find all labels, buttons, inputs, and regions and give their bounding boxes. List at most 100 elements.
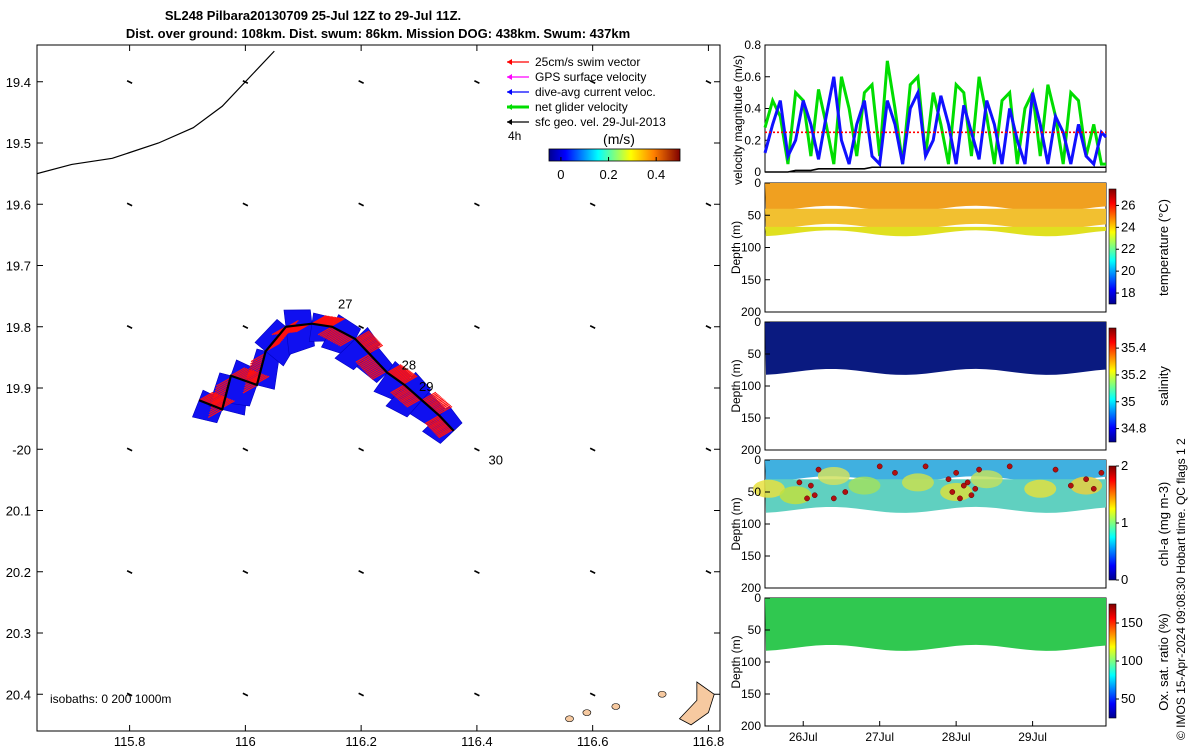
- colorbar-tick-label: 20: [1121, 263, 1135, 278]
- swim-vector: [314, 315, 330, 325]
- section-layer: [765, 208, 1106, 230]
- colorbar-tick-label: 0: [1121, 572, 1128, 587]
- surface-velocity-arrow: [126, 570, 133, 574]
- swim-vector: [330, 318, 346, 328]
- swim-vector: [317, 316, 333, 326]
- section-y-tick-label: 50: [748, 623, 762, 637]
- isobaths-label: isobaths: 0 200 1000m: [50, 692, 171, 706]
- surface-velocity-arrow: [126, 447, 133, 452]
- map-y-tick-label: 20.1: [6, 504, 31, 519]
- swim-vector: [388, 365, 403, 375]
- swim-vector: [363, 339, 378, 349]
- colorbar-tick-label: 26: [1121, 197, 1135, 212]
- surface-velocity-arrow: [358, 692, 364, 697]
- swim-vector: [232, 367, 248, 377]
- section-x-tick-label: 26Jul: [789, 730, 818, 744]
- coastline-islet: [611, 703, 621, 710]
- section-y-tick-label: 150: [741, 549, 761, 563]
- swim-vector: [403, 375, 418, 385]
- speed-colorbar: [548, 148, 681, 162]
- legend-label: net glider velocity: [535, 100, 628, 114]
- swim-vector: [397, 390, 413, 401]
- swim-vector: [203, 393, 219, 403]
- swim-vector: [321, 316, 337, 326]
- map-y-tick-label: 19.7: [6, 259, 31, 274]
- swim-vector: [198, 391, 214, 401]
- section-y-tick-label: 50: [748, 347, 762, 361]
- chl-high-spot: [1090, 485, 1097, 492]
- swim-vector: [436, 404, 452, 414]
- swim-vector: [321, 327, 336, 338]
- swim-vector: [234, 368, 249, 378]
- swim-vector: [393, 368, 408, 378]
- swim-vector: [245, 372, 261, 382]
- swim-vector: [396, 389, 412, 399]
- swim-vector: [359, 334, 374, 344]
- swim-vector: [361, 360, 377, 370]
- colorbar-tick-label: 0.2: [600, 167, 618, 182]
- surface-velocity-arrow: [126, 202, 133, 207]
- legend-arrowhead: [507, 104, 512, 110]
- section-y-tick-label: 200: [741, 305, 761, 319]
- swim-vector: [214, 382, 230, 392]
- surface-velocity-arrow: [705, 202, 712, 207]
- swim-vector: [218, 399, 234, 409]
- swim-vector: [243, 379, 259, 389]
- chl-high-spot: [1067, 482, 1074, 489]
- legend-arrowhead: [507, 74, 512, 80]
- surface-velocity-arrow: [589, 447, 596, 452]
- coastline-islet: [657, 690, 667, 698]
- isobath-line: [37, 50, 275, 175]
- map-y-tick-label: -20: [12, 442, 31, 457]
- legend-label: GPS surface velocity: [535, 70, 646, 84]
- surface-velocity-arrow: [589, 202, 596, 207]
- surface-velocity-arrow: [589, 325, 596, 329]
- swim-vector: [405, 397, 420, 407]
- chl-hotspot: [848, 476, 881, 495]
- swim-vector: [428, 418, 443, 428]
- map-x-tick-label: 116.4: [461, 734, 493, 749]
- chl-high-spot: [957, 495, 963, 502]
- swim-vector: [213, 387, 229, 397]
- chl-a-section: 0 50 100 150 200 Depth (m) 2 1 0 chl-a (mg m-3): [729, 453, 1171, 595]
- surface-velocity-arrow: [474, 692, 480, 697]
- chl-high-spot: [1006, 463, 1013, 470]
- section-y-tick-label: 0: [754, 176, 761, 190]
- legend-label: 25cm/s swim vector: [535, 55, 640, 69]
- swim-vector: [371, 370, 387, 380]
- surface-velocity-arrow: [474, 202, 480, 207]
- section-colorbar: [1108, 327, 1117, 443]
- swim-vector: [362, 361, 378, 371]
- swim-vector: [432, 422, 447, 432]
- swim-vector: [212, 392, 227, 402]
- section-y-tick-label: 100: [741, 655, 761, 669]
- swim-vector: [400, 393, 415, 403]
- section-x-tick-label: 29Jul: [1018, 730, 1047, 744]
- surface-velocity-arrow: [358, 447, 364, 452]
- swim-vector: [429, 419, 444, 429]
- day-label: 28: [402, 358, 416, 373]
- map-y-tick-label: 19.6: [6, 197, 31, 212]
- legend-label: dive-avg current veloc.: [535, 85, 656, 99]
- section-y-tick-label: 0: [754, 453, 761, 467]
- section-ylabel: Depth (m): [729, 359, 743, 412]
- chl-high-spot: [1098, 469, 1105, 476]
- swim-vector: [434, 402, 449, 412]
- section-y-tick-label: 100: [741, 517, 761, 531]
- chl-high-spot: [804, 495, 810, 502]
- chl-high-spot: [876, 463, 883, 470]
- section-x-tick-label: 28Jul: [942, 730, 971, 744]
- swim-vector: [329, 332, 345, 342]
- swim-vector: [356, 355, 372, 365]
- chl-high-spot: [815, 466, 822, 473]
- swim-vector: [366, 342, 382, 352]
- surface-velocity-arrow: [589, 80, 596, 84]
- surface-velocity-arrow: [705, 570, 712, 574]
- colorbar-tick-label: 0.4: [647, 167, 665, 182]
- swim-vector: [426, 416, 441, 426]
- section-y-tick-label: 200: [741, 719, 761, 733]
- swim-vector: [395, 388, 410, 398]
- swim-vector: [323, 316, 338, 326]
- swim-vector: [336, 335, 351, 345]
- map-x-tick-label: 116.8: [693, 734, 725, 749]
